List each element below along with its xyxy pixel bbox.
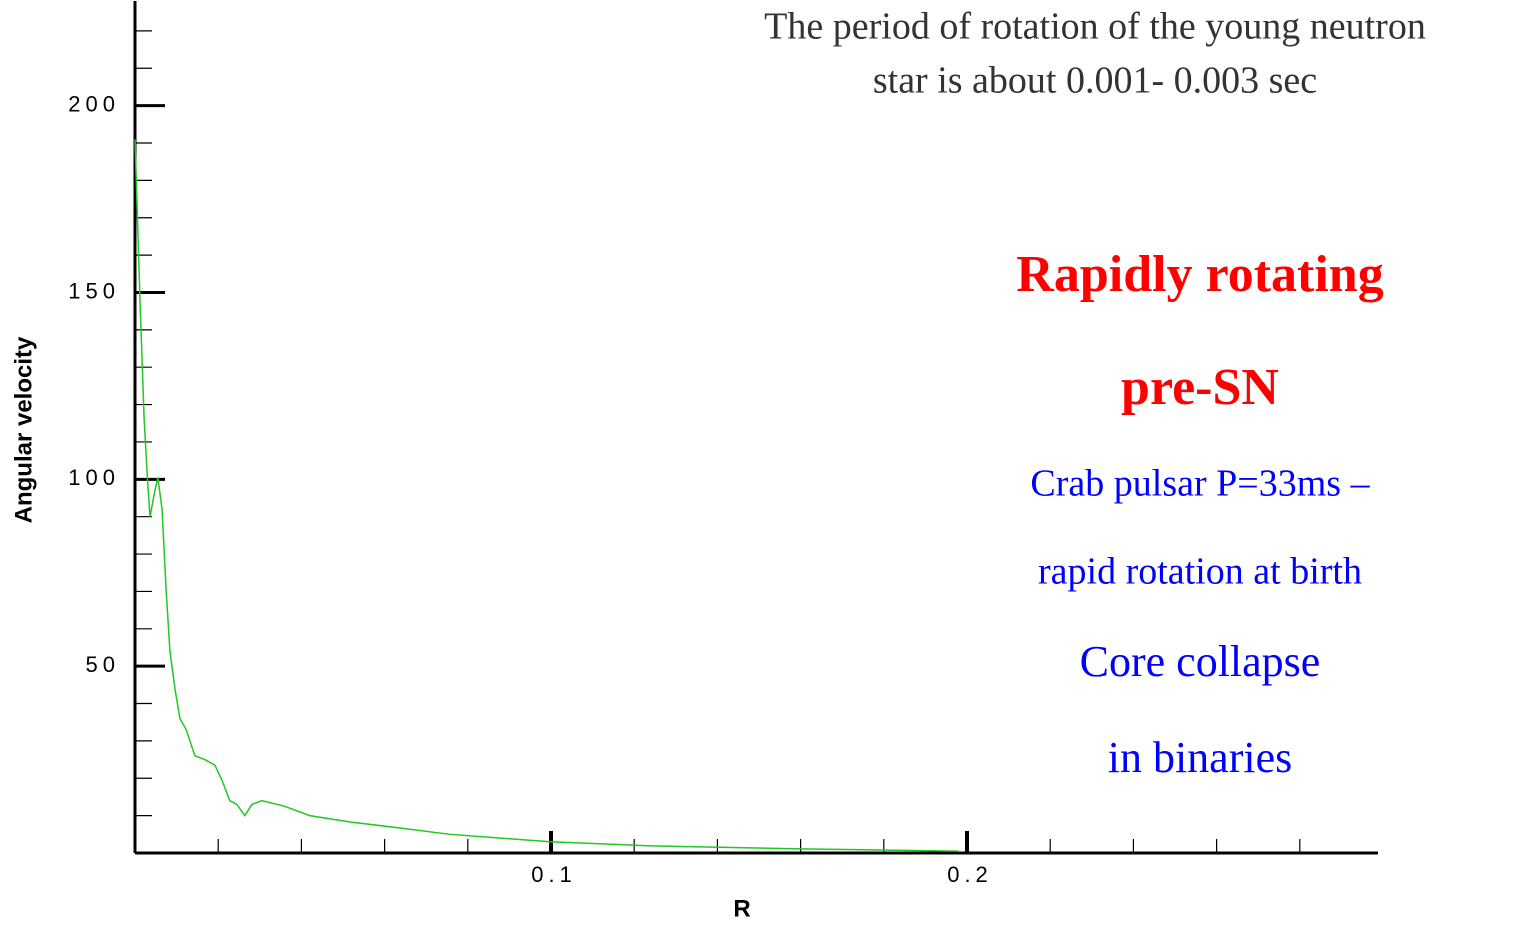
- y-axis-label: Angular velocity: [10, 336, 37, 523]
- note: Core collapse: [1080, 637, 1321, 686]
- annotations: The period of rotation of the young neut…: [764, 6, 1426, 782]
- note: The period of rotation of the young neut…: [764, 6, 1426, 48]
- heading: Rapidly rotating: [1016, 246, 1383, 303]
- note: Crab pulsar P=33ms –: [1030, 463, 1370, 505]
- y-tick-label: 50: [86, 652, 120, 677]
- y-tick-label: 100: [68, 465, 120, 490]
- x-tick-label: 0.1: [531, 862, 577, 887]
- y-tick-label: 200: [68, 91, 120, 116]
- note: star is about 0.001- 0.003 sec: [873, 60, 1317, 102]
- note: in binaries: [1108, 733, 1293, 782]
- x-tick-label: 0.2: [947, 862, 993, 887]
- y-tick-label: 150: [68, 278, 120, 303]
- data-line: [134, 139, 959, 852]
- heading: pre-SN: [1121, 359, 1279, 416]
- x-axis-label: R: [733, 895, 750, 922]
- note: rapid rotation at birth: [1038, 551, 1362, 593]
